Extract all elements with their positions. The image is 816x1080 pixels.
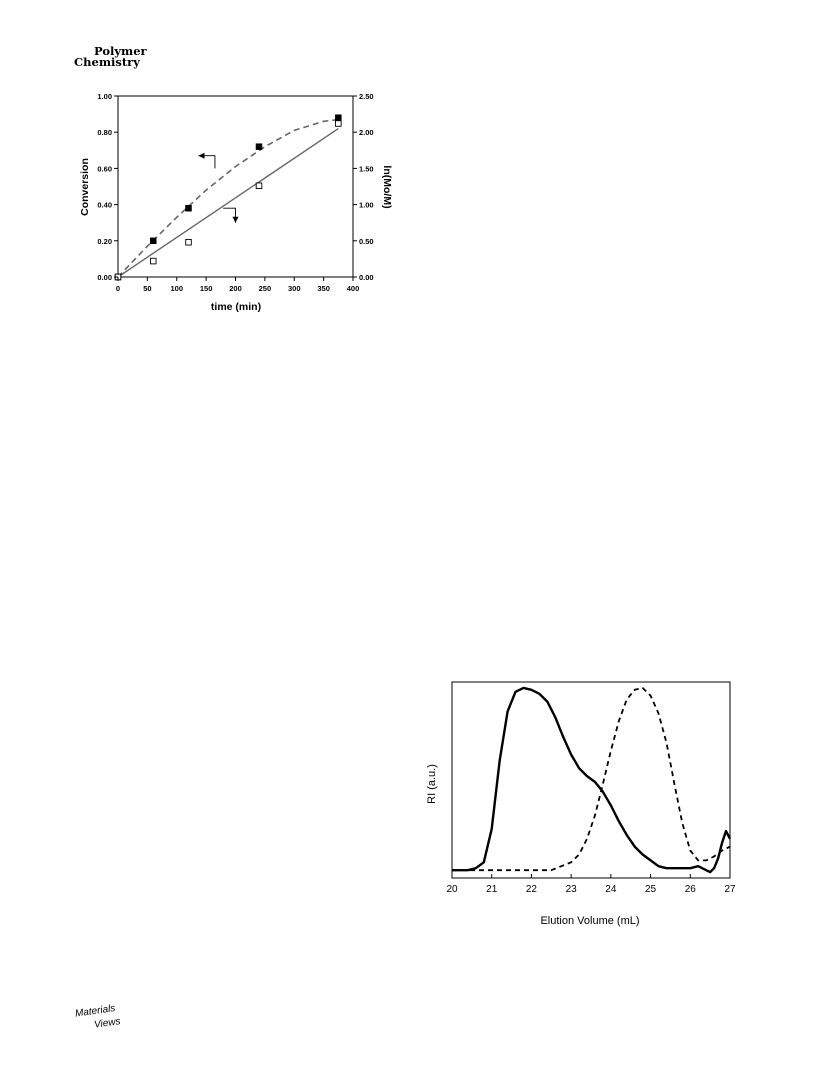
arrow-head (232, 216, 239, 223)
y-axis-label: RI (a.u.) (426, 764, 438, 804)
conversion-point (335, 114, 342, 121)
conversion-fit-curve (117, 118, 339, 278)
x-tick-label: 26 (685, 884, 697, 895)
x-tick-label: 200 (229, 284, 242, 293)
y-left-tick-label: 0.80 (97, 128, 112, 137)
y-right-tick-label: 1.00 (359, 201, 374, 210)
logo-text-line2: Views (93, 1016, 121, 1028)
y-left-tick-label: 0.40 (97, 201, 112, 210)
conversion-point (255, 143, 263, 150)
y-left-tick-label: 1.00 (97, 92, 112, 101)
x-tick-label: 250 (259, 284, 272, 293)
journal-name-line2: Chemistry (74, 55, 140, 69)
x-tick-label: 21 (486, 884, 498, 895)
y-left-tick-label: 0.60 (97, 164, 112, 173)
x-tick-label: 0 (116, 284, 120, 293)
x-axis-label: time (min) (211, 301, 261, 313)
axis-pointer-arrow (198, 155, 216, 169)
x-tick-label: 23 (566, 884, 578, 895)
materials-views-logo: Materials Views (74, 1003, 121, 1028)
y-left-tick-label: 0.20 (97, 237, 112, 246)
ln-point (255, 182, 263, 190)
y-right-tick-label: 0.00 (359, 273, 374, 282)
x-tick-label: 27 (724, 884, 736, 895)
x-tick-label: 22 (526, 884, 538, 895)
journal-name-line1: Polymer (94, 44, 147, 58)
solid-trace (452, 686, 732, 874)
gpc-elution-chart: 20 21 22 23 24 25 26 27 Elution Volume (mL) RI … (426, 681, 736, 927)
ln-fit-line (117, 127, 339, 278)
y-axis-label-right: ln(Mo/M) (381, 165, 393, 208)
ln-point (185, 238, 192, 246)
x-tick-label: 20 (446, 884, 458, 895)
y-right-tick-label: 0.50 (359, 237, 374, 246)
x-tick-label: 100 (170, 284, 183, 293)
y-left-tick-label: 0.00 (97, 273, 112, 282)
conversion-kinetics-chart: 0 50 100 150 200 250 300 350 400 0.00 0.20 0.40 0.60… (79, 92, 393, 313)
x-tick-label: 350 (317, 284, 330, 293)
x-tick-label: 300 (288, 284, 301, 293)
ln-point (335, 120, 342, 127)
x-tick-label: 24 (605, 884, 617, 895)
conversion-point (149, 237, 157, 245)
x-tick-label: 50 (143, 284, 151, 293)
y-right-tick-label: 2.00 (359, 128, 374, 137)
y-right-tick-label: 1.50 (359, 164, 374, 173)
x-tick-label: 400 (347, 284, 360, 293)
x-tick-label: 25 (645, 884, 657, 895)
y-axis-label-left: Conversion (79, 158, 91, 216)
x-tick-label: 150 (200, 284, 213, 293)
x-axis-label: Elution Volume (mL) (540, 915, 639, 927)
conversion-point (185, 204, 192, 212)
y-right-tick-label: 2.50 (359, 92, 374, 101)
axis-pointer-arrow (223, 207, 236, 223)
ln-point (149, 257, 157, 265)
arrow-head (198, 152, 205, 159)
journal-logo: Polymer Chemistry (74, 44, 154, 69)
plot-frame (451, 681, 731, 879)
